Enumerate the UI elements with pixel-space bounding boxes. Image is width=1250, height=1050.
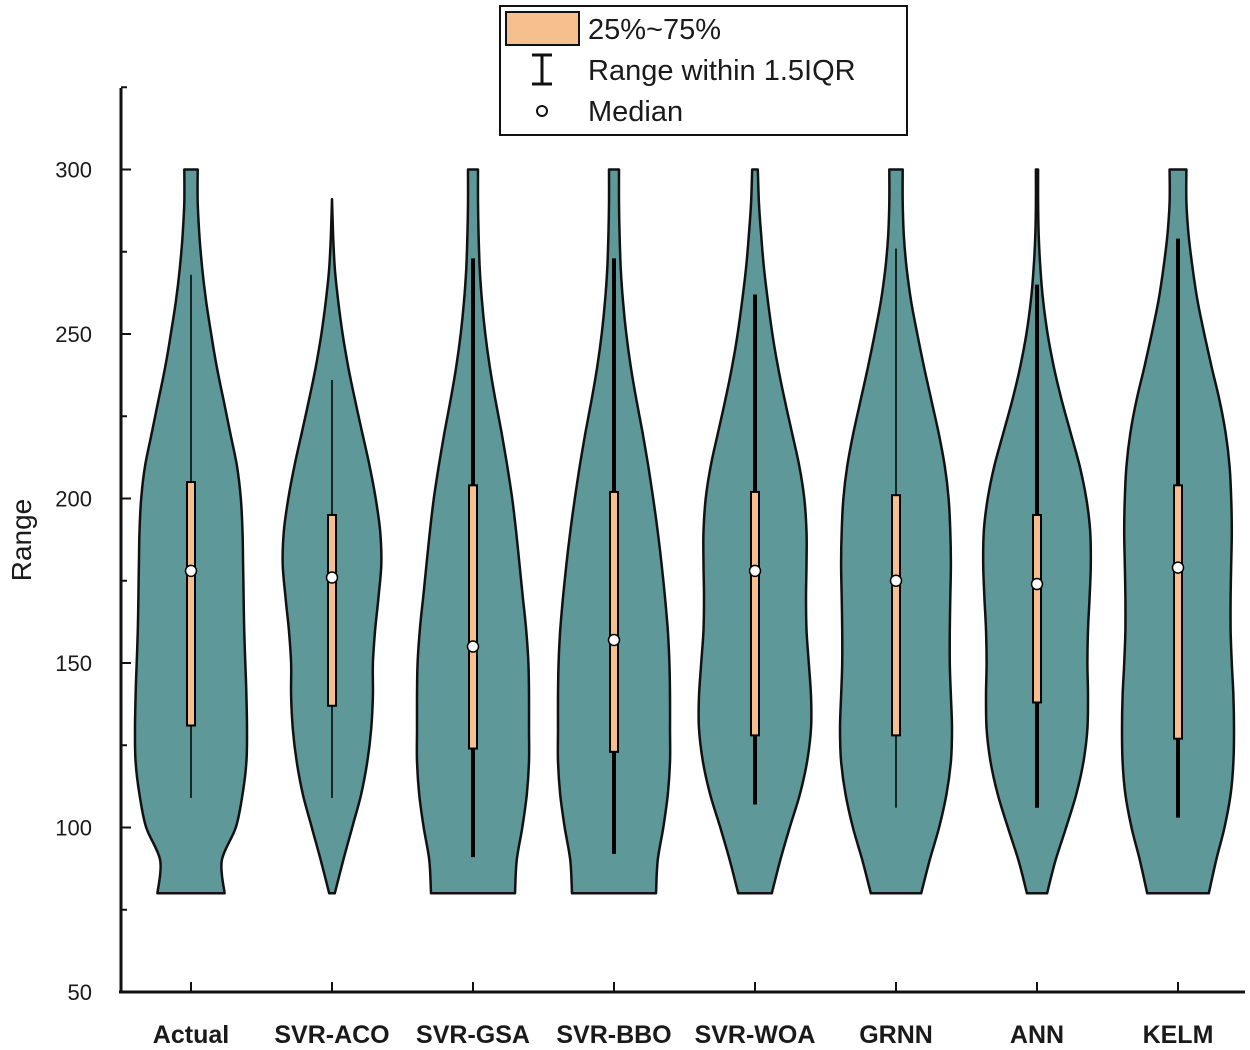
- x-tick-label: GRNN: [859, 1021, 933, 1049]
- y-tick-label: 100: [55, 816, 92, 841]
- median-marker: [184, 564, 198, 578]
- legend-label-whisker: Range within 1.5IQR: [588, 55, 856, 87]
- x-tick-label: SVR-WOA: [695, 1021, 816, 1049]
- legend-median-icon: [536, 105, 548, 117]
- y-tick-label: 50: [68, 980, 92, 1005]
- legend-label-median: Median: [588, 96, 683, 128]
- x-tick-label: KELM: [1143, 1021, 1214, 1049]
- median-marker: [607, 633, 621, 647]
- violin-svr-woa: [697, 168, 813, 895]
- violin-grnn: [838, 168, 954, 895]
- x-tick-label: ANN: [1010, 1021, 1064, 1049]
- iqr-box: [609, 490, 619, 753]
- x-tick-label: SVR-ACO: [274, 1021, 389, 1049]
- legend: 25%~75% Range within 1.5IQR Median: [499, 5, 908, 136]
- violin-svr-bbo: [556, 168, 672, 895]
- y-ticks: 50 100 150 200 250 300: [55, 86, 131, 1005]
- legend-whisker-icon: [532, 53, 552, 86]
- iqr-box: [186, 481, 196, 727]
- legend-box-swatch: [505, 11, 580, 46]
- violin-svr-aco: [281, 197, 383, 895]
- median-marker: [466, 640, 480, 653]
- y-tick-label: 200: [55, 487, 92, 512]
- median-marker: [325, 571, 339, 584]
- iqr-box: [468, 484, 478, 750]
- iqr-box: [750, 490, 760, 737]
- violin-ann: [981, 168, 1093, 895]
- iqr-box: [1173, 484, 1183, 740]
- x-ticks: Actual SVR-ACO SVR-GSA SVR-BBO SVR-WOA GRNN AN…: [153, 982, 1214, 1049]
- median-marker: [1171, 561, 1185, 574]
- violins-layer: [133, 168, 1236, 895]
- iqr-box: [891, 494, 901, 737]
- iqr-box: [1032, 513, 1042, 704]
- median-marker: [748, 564, 762, 578]
- y-tick-label: 300: [55, 158, 92, 183]
- legend-label-box: 25%~75%: [588, 14, 721, 46]
- x-tick-label: SVR-GSA: [416, 1021, 530, 1049]
- violin-kelm: [1120, 168, 1236, 895]
- violin-svr-gsa: [415, 168, 531, 895]
- violin-actual: [133, 168, 249, 895]
- median-marker: [889, 574, 903, 587]
- y-axis-title: Range: [6, 499, 37, 582]
- median-marker: [1030, 577, 1044, 591]
- y-tick-label: 150: [55, 651, 92, 676]
- y-tick-label: 250: [55, 322, 92, 347]
- x-tick-label: SVR-BBO: [556, 1021, 671, 1049]
- iqr-box: [327, 513, 337, 707]
- axes: 50 100 150 200 250 300 Actual SVR-ACO SVR-GSA SV…: [55, 86, 1245, 1049]
- x-tick-label: Actual: [153, 1021, 229, 1049]
